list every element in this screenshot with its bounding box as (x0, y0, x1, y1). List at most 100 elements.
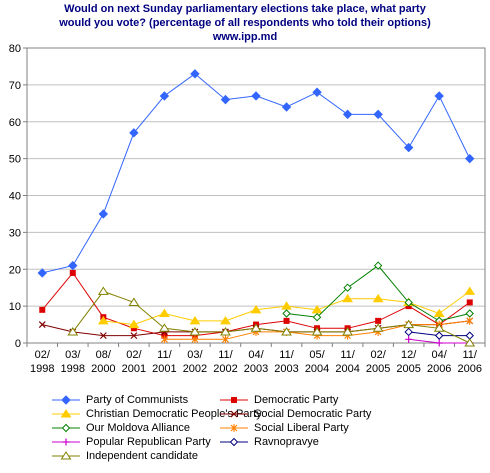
legend-label-6: Popular Republican Party (86, 436, 211, 448)
data-point-8-8 (281, 327, 292, 336)
data-point-2-4 (158, 308, 170, 317)
data-point-7-14 (465, 331, 474, 340)
y-tick-label-50: 50 (9, 154, 21, 166)
legend-marker-2 (60, 409, 72, 418)
x-tick-label-9: 05/2004 (305, 349, 329, 375)
chart-title-line-1: Would on next Sunday parliamentary elect… (64, 3, 426, 15)
legend-marker-5 (230, 424, 238, 432)
y-tick-label-80: 80 (9, 43, 21, 55)
data-point-3-2 (99, 332, 107, 340)
legend-swatch-1 (220, 397, 248, 403)
x-tick-label-14: 11/2006 (457, 349, 481, 375)
data-point-4-12 (404, 298, 413, 307)
gridlines (27, 47, 485, 307)
legend-marker-7 (229, 437, 239, 447)
data-point-0-13 (434, 91, 444, 101)
x-tick-label-7: 04/2003 (244, 349, 268, 375)
data-point-0-12 (403, 142, 414, 153)
y-tick-label-20: 20 (9, 264, 21, 276)
legend-swatch-2 (52, 409, 80, 418)
data-point-1-11 (375, 317, 382, 324)
data-point-0-9 (312, 87, 322, 97)
data-point-5-14 (466, 316, 474, 325)
data-point-8-11 (372, 323, 384, 332)
data-point-4-11 (373, 261, 383, 270)
series-8 (67, 286, 476, 347)
data-point-1-0 (39, 306, 46, 313)
data-point-5-5 (191, 335, 199, 344)
x-tick-label-11: 02/2005 (366, 349, 390, 375)
data-point-1-8 (283, 317, 290, 324)
x-tick-label-4: 11/2001 (152, 349, 176, 375)
series-4 (282, 261, 474, 326)
data-point-1-14 (466, 299, 473, 306)
legend-swatch-4 (52, 423, 80, 433)
data-point-8-7 (250, 323, 262, 332)
data-point-2-13 (433, 308, 445, 317)
y-tick-label-0: 0 (15, 338, 21, 350)
data-point-2-8 (281, 301, 292, 310)
legend-label-3: Social Democratic Party (254, 408, 372, 420)
series-group (37, 69, 476, 347)
data-point-8-4 (158, 323, 170, 332)
data-point-8-10 (342, 327, 354, 336)
legend-marker-8 (60, 451, 72, 460)
chart-title-line-3: www.ipp.md (212, 31, 278, 43)
data-point-8-14 (464, 338, 476, 347)
data-point-0-5 (190, 69, 200, 79)
data-point-2-9 (311, 304, 323, 314)
data-point-4-10 (343, 283, 352, 292)
data-point-0-6 (220, 94, 231, 105)
legend-swatch-0 (52, 395, 80, 405)
legend-label-8: Independent candidate (86, 450, 198, 462)
data-point-0-0 (37, 268, 47, 278)
data-point-2-11 (372, 293, 384, 303)
data-point-0-8 (281, 102, 292, 112)
chart-title-line-2: would you vote? (percentage of all respo… (59, 17, 431, 29)
data-point-0-1 (68, 260, 78, 271)
data-point-2-14 (464, 286, 476, 295)
data-point-2-10 (342, 293, 354, 303)
y-tick-label-10: 10 (9, 301, 21, 313)
x-tick-label-1: 03/1998 (61, 349, 85, 375)
legend-label-1: Democratic Party (254, 394, 339, 406)
data-point-0-14 (465, 153, 475, 164)
legend-marker-1 (231, 397, 237, 403)
legend-marker-4 (61, 423, 71, 433)
data-point-4-14 (465, 309, 474, 318)
legend-swatch-7 (220, 437, 248, 447)
data-point-7-13 (434, 331, 444, 340)
x-tick-label-0: 02/1998 (30, 349, 54, 375)
data-point-5-4 (161, 335, 168, 344)
x-tick-label-8: 11/2003 (274, 349, 298, 375)
x-tick-label-10: 11/2004 (335, 349, 359, 375)
data-point-0-7 (251, 91, 261, 101)
data-point-8-13 (433, 323, 445, 332)
chart-title: Would on next Sunday parliamentary elect… (0, 2, 490, 44)
legend-label-7: Ravnopravye (254, 436, 319, 448)
data-point-2-3 (128, 319, 140, 329)
legend-swatch-5 (220, 424, 248, 432)
legend-label-4: Our Moldova Alliance (86, 422, 190, 434)
legend-label-2: Christian Democratic People's Party (86, 408, 262, 420)
data-point-8-5 (189, 327, 201, 336)
legend-marker-3 (230, 410, 238, 418)
data-point-1-3 (130, 325, 137, 332)
legend-swatch-6 (52, 438, 80, 446)
series-0 (37, 69, 475, 278)
data-point-8-9 (311, 327, 323, 336)
x-tick-label-3: 02/2001 (122, 349, 146, 375)
data-point-0-4 (159, 91, 170, 101)
data-point-0-11 (373, 109, 383, 120)
y-tick-label-70: 70 (9, 80, 21, 92)
y-axis: 0 10 20 30 40 50 60 70 80 (9, 43, 27, 350)
y-tick-label-30: 30 (9, 227, 21, 239)
x-tick-label-2: 08/2000 (91, 349, 115, 375)
data-point-0-3 (129, 128, 139, 138)
data-point-2-5 (189, 315, 201, 325)
x-tick-label-6: 11/2002 (213, 349, 237, 375)
y-tick-label-60: 60 (9, 117, 21, 129)
data-point-7-12 (404, 327, 413, 337)
